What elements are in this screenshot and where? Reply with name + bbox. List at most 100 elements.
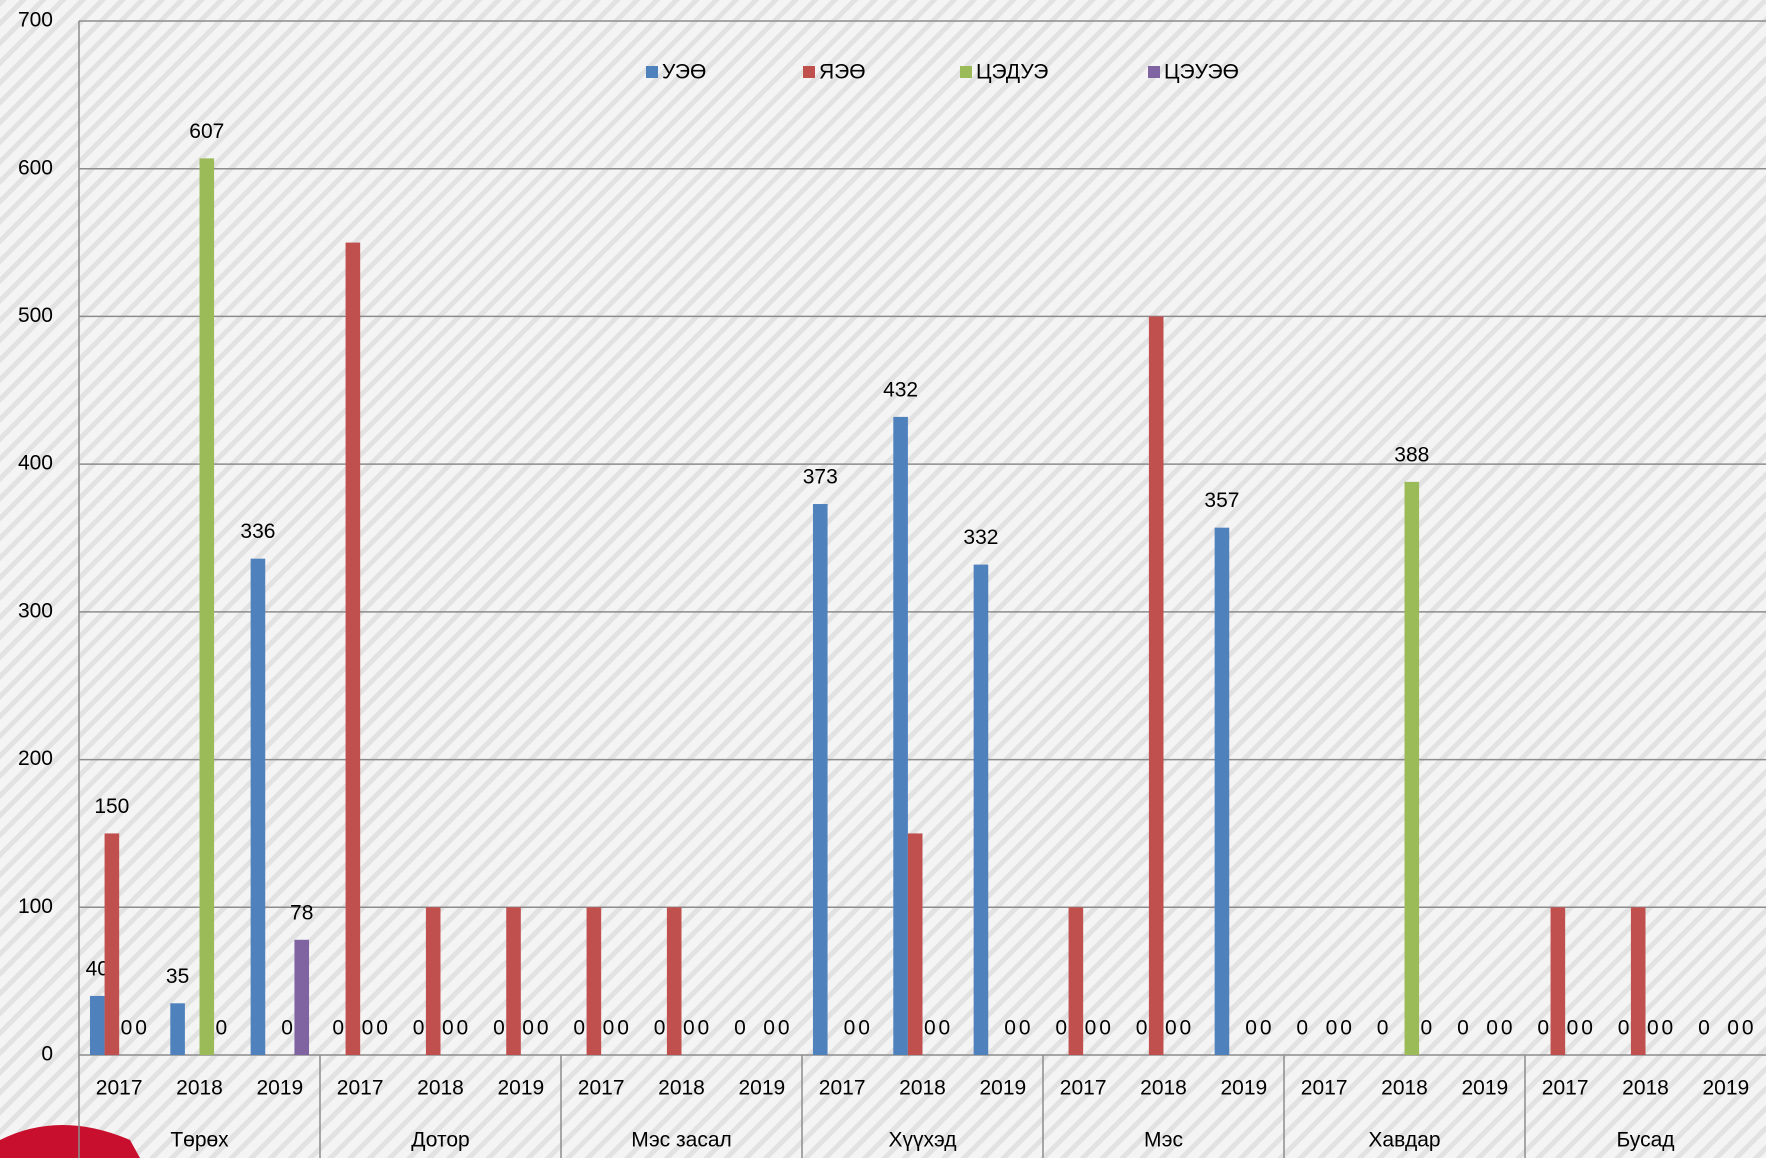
y-tick-label: 700 — [18, 9, 53, 32]
data-label: 0 — [332, 1017, 344, 1040]
x-tick-label: 2019 — [1461, 1077, 1508, 1100]
x-tick-label: 2019 — [497, 1077, 544, 1100]
group-label: Хүүхэд — [888, 1129, 956, 1152]
data-label: 0 — [844, 1017, 856, 1040]
data-label: 0 — [1486, 1017, 1498, 1040]
bar — [666, 907, 682, 1055]
bar — [1214, 527, 1230, 1055]
group-label: Хавдар — [1368, 1129, 1440, 1152]
data-label: 0 — [135, 1017, 147, 1040]
data-label: 332 — [963, 526, 998, 549]
x-tick-label: 2018 — [899, 1077, 946, 1100]
data-label: 0 — [683, 1017, 695, 1040]
legend-swatch — [1148, 66, 1160, 78]
data-label: 0 — [442, 1017, 454, 1040]
data-label: 40 — [86, 957, 109, 980]
data-label: 0 — [1326, 1017, 1338, 1040]
data-label: 0 — [1099, 1017, 1111, 1040]
legend-label: УЭӨ — [662, 61, 706, 84]
bar — [199, 158, 215, 1056]
legend-label: ЦЭУЭӨ — [1164, 61, 1239, 84]
x-tick-label: 2017 — [337, 1077, 384, 1100]
logo — [0, 1125, 140, 1158]
data-label: 78 — [290, 901, 313, 924]
x-tick-label: 2017 — [96, 1077, 143, 1100]
bar — [89, 995, 105, 1055]
data-label: 336 — [240, 520, 275, 543]
data-label: 0 — [1698, 1017, 1710, 1040]
data-label: 0 — [1004, 1017, 1016, 1040]
data-label: 0 — [493, 1017, 505, 1040]
data-label: 0 — [281, 1017, 293, 1040]
data-label: 0 — [522, 1017, 534, 1040]
bar — [1404, 481, 1420, 1056]
legend-swatch — [803, 66, 815, 78]
data-label: 0 — [1136, 1017, 1148, 1040]
group-label: Төрөх — [170, 1129, 229, 1152]
bar — [1148, 316, 1164, 1055]
data-label: 0 — [1019, 1017, 1031, 1040]
x-tick-label: 2019 — [1220, 1077, 1267, 1100]
data-label: 0 — [1537, 1017, 1549, 1040]
legend-label: ЦЭДУЭ — [976, 61, 1048, 84]
y-tick-label: 600 — [18, 156, 53, 179]
data-label: 0 — [1421, 1017, 1433, 1040]
data-label: 0 — [1340, 1017, 1352, 1040]
data-label: 0 — [1618, 1017, 1630, 1040]
data-label: 0 — [698, 1017, 710, 1040]
x-tick-label: 2017 — [1060, 1077, 1107, 1100]
data-label: 0 — [1085, 1017, 1097, 1040]
bar — [1630, 907, 1646, 1055]
x-tick-label: 2019 — [1702, 1077, 1749, 1100]
data-label: 0 — [1457, 1017, 1469, 1040]
x-tick-label: 2018 — [1381, 1077, 1428, 1100]
bar — [1550, 907, 1566, 1055]
data-label: 0 — [362, 1017, 374, 1040]
x-tick-label: 2018 — [658, 1077, 705, 1100]
bar — [907, 833, 923, 1055]
data-label: 388 — [1394, 443, 1429, 466]
data-label: 0 — [1055, 1017, 1067, 1040]
data-label: 0 — [939, 1017, 951, 1040]
bar — [250, 558, 266, 1055]
x-tick-label: 2019 — [979, 1077, 1026, 1100]
data-label: 0 — [376, 1017, 388, 1040]
data-label: 373 — [803, 466, 838, 489]
data-label: 0 — [654, 1017, 666, 1040]
data-label: 0 — [603, 1017, 615, 1040]
y-tick-label: 500 — [18, 304, 53, 327]
x-tick-label: 2017 — [578, 1077, 625, 1100]
bar — [294, 939, 310, 1055]
data-label: 0 — [573, 1017, 585, 1040]
data-label: 0 — [1377, 1017, 1389, 1040]
data-label: 0 — [1296, 1017, 1308, 1040]
data-label: 35 — [166, 965, 189, 988]
legend-swatch — [960, 66, 972, 78]
bar — [893, 416, 908, 1056]
data-label: 0 — [1260, 1017, 1272, 1040]
bar — [425, 907, 441, 1055]
data-label: 0 — [617, 1017, 629, 1040]
group-label: Мэс засал — [631, 1129, 732, 1152]
y-tick-label: 400 — [18, 452, 53, 475]
x-tick-label: 2018 — [176, 1077, 223, 1100]
data-label: 0 — [1727, 1017, 1739, 1040]
data-label: 0 — [763, 1017, 775, 1040]
x-tick-label: 2018 — [1140, 1077, 1187, 1100]
y-tick-label: 200 — [18, 747, 53, 770]
data-label: 0 — [1742, 1017, 1754, 1040]
data-label: 0 — [1165, 1017, 1177, 1040]
data-label: 357 — [1204, 489, 1239, 512]
legend-label: ЯЭӨ — [819, 61, 866, 84]
data-label: 0 — [1245, 1017, 1257, 1040]
data-label: 0 — [1180, 1017, 1192, 1040]
group-label: Мэс — [1144, 1129, 1183, 1152]
group-label: Бусад — [1616, 1129, 1674, 1152]
data-label: 0 — [537, 1017, 549, 1040]
x-tick-label: 2018 — [417, 1077, 464, 1100]
bar — [345, 242, 361, 1056]
data-label: 0 — [778, 1017, 790, 1040]
bar — [973, 564, 989, 1055]
